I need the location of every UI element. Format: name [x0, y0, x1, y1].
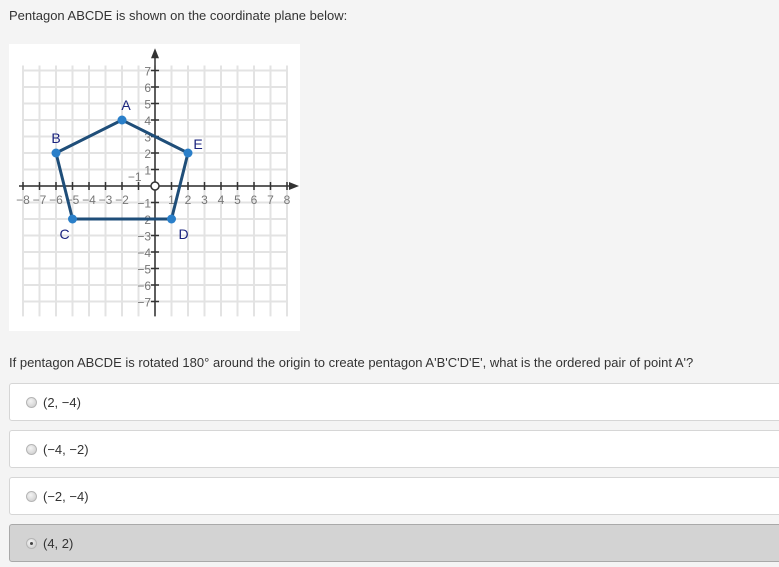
vertex-point-c [68, 214, 77, 224]
y-tick-label: 4 [144, 114, 151, 128]
x-tick-label: 2 [185, 193, 192, 207]
x-tick-label: 6 [251, 193, 258, 207]
question-intro: Pentagon ABCDE is shown on the coordinat… [9, 8, 348, 23]
coordinate-plane: −8 −7 −6 −5 −4 −3 −2 −1 1 2 3 4 5 6 7 8 7 6 5 4 3 2 1 −1 −2 −3 −4−… [9, 44, 300, 331]
y-tick-label: 1 [144, 164, 151, 178]
x-tick-label: 8 [284, 193, 291, 207]
option-label: (4, 2) [43, 536, 74, 551]
y-tick-label: −5 [137, 263, 151, 277]
x-tick-label: −3 [99, 193, 113, 207]
option-label: (2, −4) [43, 395, 81, 410]
answer-option[interactable]: (2, −4) [9, 383, 779, 421]
y-tick-label: 3 [144, 131, 151, 145]
vertex-label-e: E [193, 136, 202, 152]
radio-button[interactable] [26, 538, 37, 549]
x-tick-label: 1 [168, 193, 175, 207]
vertex-label-a: A [121, 97, 131, 113]
answer-option[interactable]: (4, 2) [9, 524, 779, 562]
vertex-label-d: D [178, 226, 188, 242]
x-tick-label: −1 [128, 170, 142, 184]
y-tick-label: −4 [137, 246, 151, 260]
radio-button[interactable] [26, 491, 37, 502]
option-label: (−2, −4) [43, 489, 89, 504]
x-tick-label: −6 [49, 193, 63, 207]
x-tick-label: 4 [218, 193, 225, 207]
answer-option[interactable]: (−4, −2) [9, 430, 779, 468]
x-tick-label: 7 [267, 193, 274, 207]
y-tick-label: −7 [137, 296, 151, 310]
radio-button[interactable] [26, 397, 37, 408]
vertex-point-a [117, 115, 127, 125]
vertex-point-b [51, 148, 61, 158]
vertex-label-c: C [59, 226, 69, 242]
x-tick-label: −7 [33, 193, 47, 207]
radio-button[interactable] [26, 444, 37, 455]
y-tick-label: 5 [144, 98, 151, 112]
answer-option[interactable]: (−2, −4) [9, 477, 779, 515]
x-tick-label: −8 [16, 193, 30, 207]
y-tick-label: 7 [144, 65, 151, 79]
y-tick-label: 6 [144, 81, 151, 95]
x-tick-label: −2 [115, 193, 129, 207]
vertex-label-b: B [51, 130, 60, 146]
y-tick-label: −1 [137, 197, 151, 211]
origin-marker [150, 181, 160, 191]
y-tick-label: −6 [137, 279, 151, 293]
radio-selected-dot [30, 542, 33, 545]
x-axis-arrow [289, 182, 299, 190]
option-label: (−4, −2) [43, 442, 89, 457]
question-text: If pentagon ABCDE is rotated 180° around… [9, 355, 694, 370]
x-tick-label: 5 [234, 193, 241, 207]
coordinate-plane-svg: −8 −7 −6 −5 −4 −3 −2−11 2 3 4 5 6 7 87654321−1−2−3−4−… [16, 48, 299, 317]
vertex-point-d [167, 214, 176, 224]
pentagon-outline [54, 118, 190, 221]
x-tick-label: 3 [201, 193, 208, 207]
y-tick-label: 2 [144, 147, 151, 161]
y-axis-arrow [151, 48, 159, 59]
x-tick-label: −4 [82, 193, 96, 207]
vertex-point-e [183, 148, 193, 158]
y-tick-label: −3 [137, 230, 151, 244]
